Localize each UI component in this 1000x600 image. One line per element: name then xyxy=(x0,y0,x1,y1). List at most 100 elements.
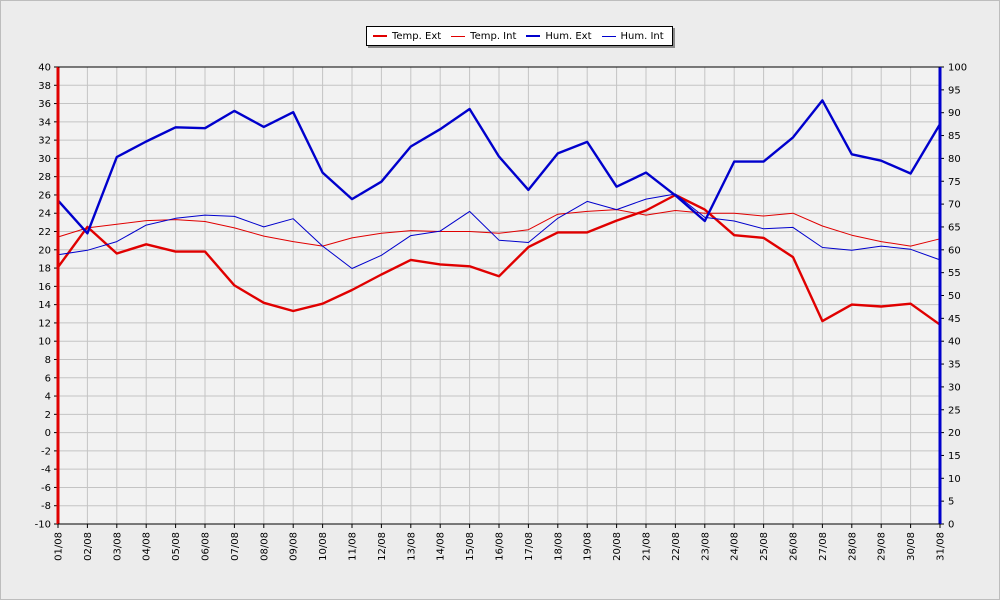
right-axis-tick-labels: 0 5 10 15 20 25 30 35 40 45 50 55 60 65 70 75 80 85 90 95 10… xyxy=(948,63,967,531)
x-tick-label: 29/08 xyxy=(877,532,888,561)
right-tick-label: 15 xyxy=(948,451,961,462)
left-tick-label: 2 xyxy=(45,410,51,421)
legend: Temp. Ext Temp. Int Hum. Ext Hum. Int xyxy=(366,26,673,46)
x-tick-label: 31/08 xyxy=(936,532,947,561)
left-tick-label: -10 xyxy=(35,520,51,531)
left-tick-label: 0 xyxy=(45,428,51,439)
left-tick-label: 6 xyxy=(45,373,51,384)
right-tick-label: 90 xyxy=(948,108,961,119)
left-tick-label: -4 xyxy=(41,465,51,476)
legend-label-hum-int: Hum. Int xyxy=(620,30,664,42)
left-tick-label: 20 xyxy=(38,245,51,256)
x-tick-label: 15/08 xyxy=(465,532,476,561)
x-tick-label: 30/08 xyxy=(906,532,917,561)
left-tick-label: 10 xyxy=(38,337,51,348)
x-tick-label: 02/08 xyxy=(83,532,94,561)
legend-swatch-hum-ext xyxy=(526,35,541,37)
right-tick-label: 80 xyxy=(948,154,961,165)
legend-item-hum-int: Hum. Int xyxy=(601,30,664,42)
right-tick-label: 40 xyxy=(948,337,961,348)
x-tick-label: 27/08 xyxy=(818,532,829,561)
left-tick-label: 4 xyxy=(45,392,51,403)
x-tick-label: 25/08 xyxy=(759,532,770,561)
x-tick-label: 11/08 xyxy=(348,532,359,561)
x-tick-label: 21/08 xyxy=(642,532,653,561)
x-tick-label: 13/08 xyxy=(406,532,417,561)
left-tick-label: 36 xyxy=(38,99,51,110)
right-tick-label: 55 xyxy=(948,268,961,279)
x-tick-label: 19/08 xyxy=(583,532,594,561)
x-tick-label: 12/08 xyxy=(377,532,388,561)
left-axis-tick-labels: -10-8-6-4-202468101214161820222426283032… xyxy=(35,63,51,531)
right-tick-label: 35 xyxy=(948,360,961,371)
left-tick-label: -6 xyxy=(41,483,51,494)
legend-label-temp-int: Temp. Int xyxy=(470,30,517,42)
right-tick-label: 25 xyxy=(948,405,961,416)
series-line-temp-int xyxy=(57,209,941,247)
legend-label-hum-ext: Hum. Ext xyxy=(545,30,592,42)
legend-item-temp-int: Temp. Int xyxy=(451,31,516,42)
x-tick-label: 28/08 xyxy=(847,532,858,561)
right-tick-label: 30 xyxy=(948,382,961,393)
right-tick-label: 50 xyxy=(948,291,961,302)
right-tick-label: 0 xyxy=(948,520,954,531)
left-tick-label: 34 xyxy=(38,117,51,128)
x-tick-label: 26/08 xyxy=(789,532,800,561)
x-tick-label: 17/08 xyxy=(524,532,535,561)
left-tick-label: 30 xyxy=(38,154,51,165)
x-tick-label: 08/08 xyxy=(259,532,270,561)
legend-swatch-temp-int xyxy=(451,35,466,37)
x-tick-label: 07/08 xyxy=(230,532,241,561)
x-tick-label: 10/08 xyxy=(318,532,329,561)
left-tick-label: 40 xyxy=(38,63,51,74)
right-tick-label: 100 xyxy=(948,63,967,74)
x-tick-label: 04/08 xyxy=(142,532,153,561)
right-tick-label: 5 xyxy=(948,497,954,508)
left-tick-label: 12 xyxy=(38,318,51,329)
left-tick-label: -8 xyxy=(41,501,51,512)
x-tick-label: 20/08 xyxy=(612,532,623,561)
series-line-hum-ext xyxy=(57,99,942,235)
left-tick-label: -2 xyxy=(41,446,51,457)
left-tick-label: 18 xyxy=(38,264,51,275)
series-line-hum-int xyxy=(57,193,941,269)
right-tick-label: 70 xyxy=(948,200,961,211)
grid-lines xyxy=(54,66,944,528)
right-tick-label: 85 xyxy=(948,131,961,142)
series-lines xyxy=(57,99,942,326)
x-tick-label: 03/08 xyxy=(112,532,123,561)
x-tick-label: 22/08 xyxy=(671,532,682,561)
right-tick-label: 10 xyxy=(948,474,961,485)
left-tick-label: 28 xyxy=(38,172,51,183)
x-tick-label: 01/08 xyxy=(54,532,65,561)
left-tick-label: 8 xyxy=(45,355,51,366)
right-tick-label: 95 xyxy=(948,85,961,96)
x-tick-label: 16/08 xyxy=(495,532,506,561)
x-tick-label: 05/08 xyxy=(171,532,182,561)
legend-swatch-temp-ext xyxy=(373,35,387,37)
right-tick-label: 45 xyxy=(948,314,961,325)
left-tick-label: 26 xyxy=(38,190,51,201)
left-tick-label: 38 xyxy=(38,81,51,92)
left-tick-label: 22 xyxy=(38,227,51,238)
right-tick-label: 75 xyxy=(948,177,961,188)
left-tick-label: 16 xyxy=(38,282,51,293)
x-tick-label: 06/08 xyxy=(201,532,212,561)
left-tick-label: 32 xyxy=(38,136,51,147)
x-tick-label: 09/08 xyxy=(289,532,300,561)
x-tick-label: 14/08 xyxy=(436,532,447,561)
legend-label-temp-ext: Temp. Ext xyxy=(392,30,442,42)
axes xyxy=(56,66,942,525)
right-tick-label: 20 xyxy=(948,428,961,439)
legend-item-temp-ext: Temp. Ext xyxy=(373,31,441,42)
x-tick-label: 24/08 xyxy=(730,532,741,561)
legend-item-hum-ext: Hum. Ext xyxy=(526,30,592,42)
x-tick-label: 23/08 xyxy=(700,532,711,561)
left-tick-label: 24 xyxy=(38,209,51,220)
legend-swatch-hum-int xyxy=(601,35,616,37)
left-tick-label: 14 xyxy=(38,300,51,311)
right-tick-label: 65 xyxy=(948,222,961,233)
right-tick-label: 60 xyxy=(948,245,961,256)
x-axis-tick-labels: 01/08 02/08 03/08 04/08 05/08 06/08 07/08 08/08… xyxy=(54,532,947,561)
